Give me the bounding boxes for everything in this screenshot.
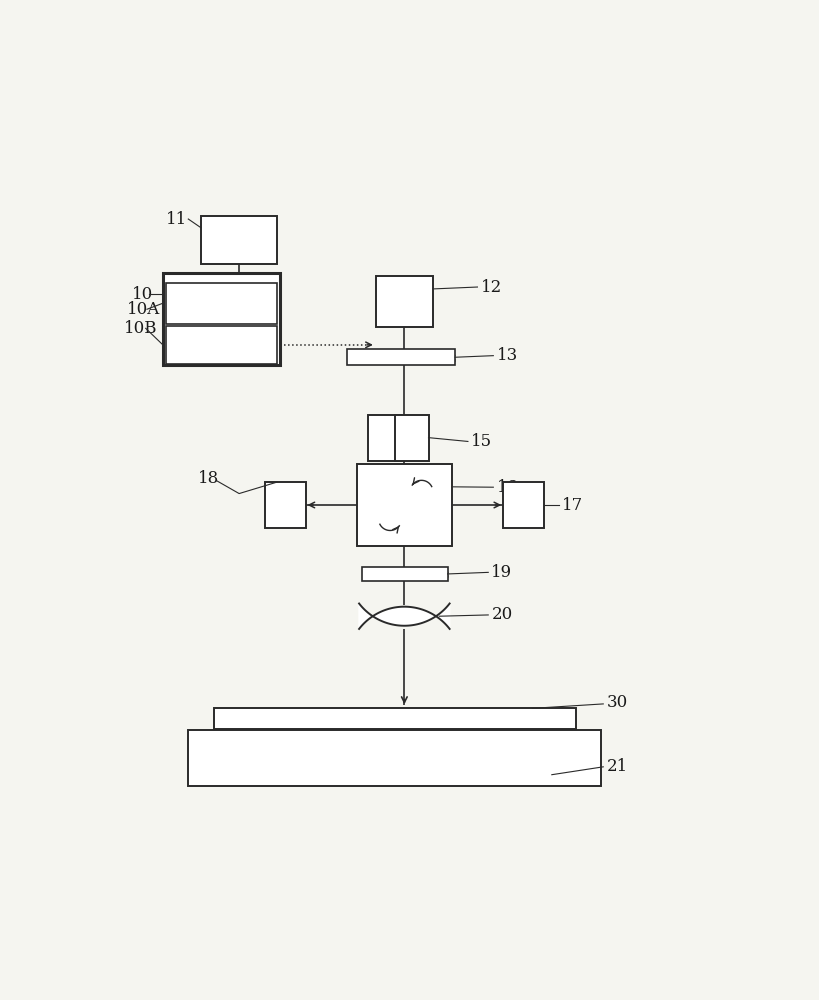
Text: 13: 13: [496, 347, 517, 364]
Bar: [375, 276, 432, 327]
Text: 21: 21: [606, 758, 627, 775]
Text: 17: 17: [561, 496, 582, 514]
Bar: [265, 482, 305, 528]
Bar: [356, 464, 451, 546]
Text: 10: 10: [132, 286, 153, 303]
Bar: [361, 567, 447, 581]
Text: 20: 20: [491, 606, 512, 623]
Bar: [165, 283, 277, 324]
Text: 12: 12: [480, 279, 501, 296]
Bar: [346, 349, 455, 365]
Bar: [395, 415, 428, 461]
Text: 10B: 10B: [124, 320, 156, 337]
Bar: [367, 415, 400, 461]
Text: 15: 15: [470, 433, 491, 450]
Text: 18: 18: [197, 470, 219, 487]
Text: 10A: 10A: [126, 301, 160, 318]
Bar: [214, 708, 575, 729]
Text: 11: 11: [165, 211, 187, 228]
Bar: [502, 482, 544, 528]
Text: 30: 30: [606, 694, 627, 711]
Polygon shape: [359, 604, 449, 629]
Bar: [163, 273, 280, 365]
Text: 19: 19: [491, 564, 512, 581]
Text: 16: 16: [496, 479, 517, 496]
Bar: [188, 730, 600, 786]
Bar: [201, 216, 277, 264]
Bar: [165, 326, 277, 364]
